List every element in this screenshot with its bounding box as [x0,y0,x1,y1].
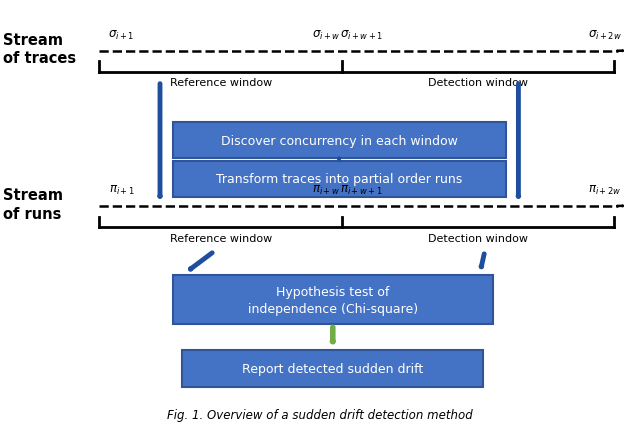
FancyBboxPatch shape [173,275,493,325]
Text: $\sigma_{i+1}$: $\sigma_{i+1}$ [108,29,135,42]
Text: $\pi_{i+w}$: $\pi_{i+w}$ [312,184,340,197]
Text: $\pi_{i+w+1}$: $\pi_{i+w+1}$ [340,184,383,197]
Text: Stream
of runs: Stream of runs [3,187,63,221]
Text: Detection window: Detection window [428,78,529,88]
Text: Report detected sudden drift: Report detected sudden drift [242,362,424,375]
Text: $\sigma_{i+w}$: $\sigma_{i+w}$ [312,29,340,42]
Text: Fig. 1. Overview of a sudden drift detection method: Fig. 1. Overview of a sudden drift detec… [167,408,473,421]
Text: Transform traces into partial order runs: Transform traces into partial order runs [216,173,462,186]
Text: $\sigma_{i+2w}$: $\sigma_{i+2w}$ [588,29,621,42]
Text: Detection window: Detection window [428,233,529,243]
Text: $\pi_{i+2w}$: $\pi_{i+2w}$ [588,184,621,197]
Text: Discover concurrency in each window: Discover concurrency in each window [221,134,458,147]
Text: $\sigma_{i+w+1}$: $\sigma_{i+w+1}$ [340,29,383,42]
FancyBboxPatch shape [173,161,506,198]
FancyBboxPatch shape [173,123,506,159]
Text: Hypothesis test of
independence (Chi-square): Hypothesis test of independence (Chi-squ… [248,285,418,315]
Text: $\pi_{i+1}$: $\pi_{i+1}$ [109,184,134,197]
FancyBboxPatch shape [182,350,483,387]
Text: Stream
of traces: Stream of traces [3,33,76,66]
Text: Reference window: Reference window [170,233,272,243]
Text: Reference window: Reference window [170,78,272,88]
